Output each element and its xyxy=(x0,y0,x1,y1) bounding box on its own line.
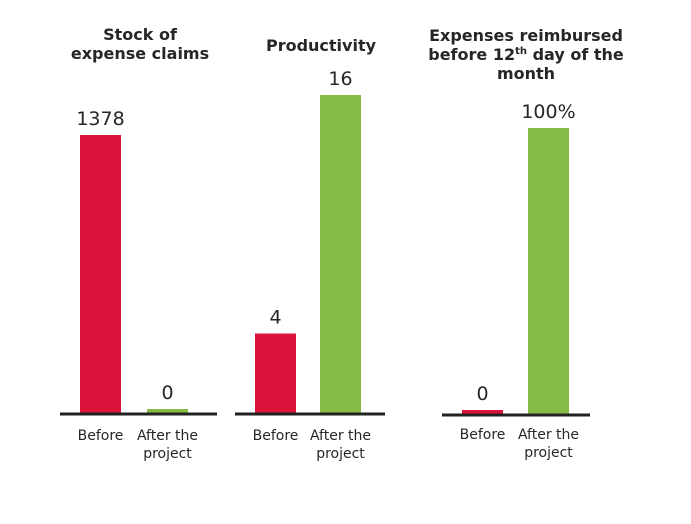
chart-title-line: Expenses reimbursed xyxy=(429,26,623,45)
chart-2: Productivity 4 Before 16 After the project xyxy=(235,36,385,462)
bar-before xyxy=(462,410,503,414)
chart-title-line: Productivity xyxy=(266,36,377,55)
bar-after xyxy=(147,409,188,413)
data-label: 4 xyxy=(269,307,281,329)
category-label: project xyxy=(143,446,192,462)
category-label: Before xyxy=(460,427,506,443)
category-label: project xyxy=(316,446,365,462)
data-label: 0 xyxy=(161,382,173,404)
data-label: 16 xyxy=(328,68,352,90)
chart-title-line: before 12th day of the xyxy=(428,45,624,64)
bar-after xyxy=(320,95,361,413)
category-label: Before xyxy=(253,428,299,444)
category-label: After the xyxy=(137,428,198,444)
bar-before xyxy=(80,135,121,413)
data-label: 0 xyxy=(476,383,488,405)
category-label: project xyxy=(524,445,573,461)
chart-title-line: expense claims xyxy=(71,44,209,63)
category-label: After the xyxy=(518,427,579,443)
chart-title-line: Stock of xyxy=(103,25,178,44)
category-label: After the xyxy=(310,428,371,444)
category-label: Before xyxy=(78,428,124,444)
bar-before xyxy=(255,333,296,413)
bar-after xyxy=(528,128,569,414)
data-label: 100% xyxy=(521,101,575,123)
data-label: 1378 xyxy=(76,108,124,130)
chart-title-line: month xyxy=(497,64,555,83)
